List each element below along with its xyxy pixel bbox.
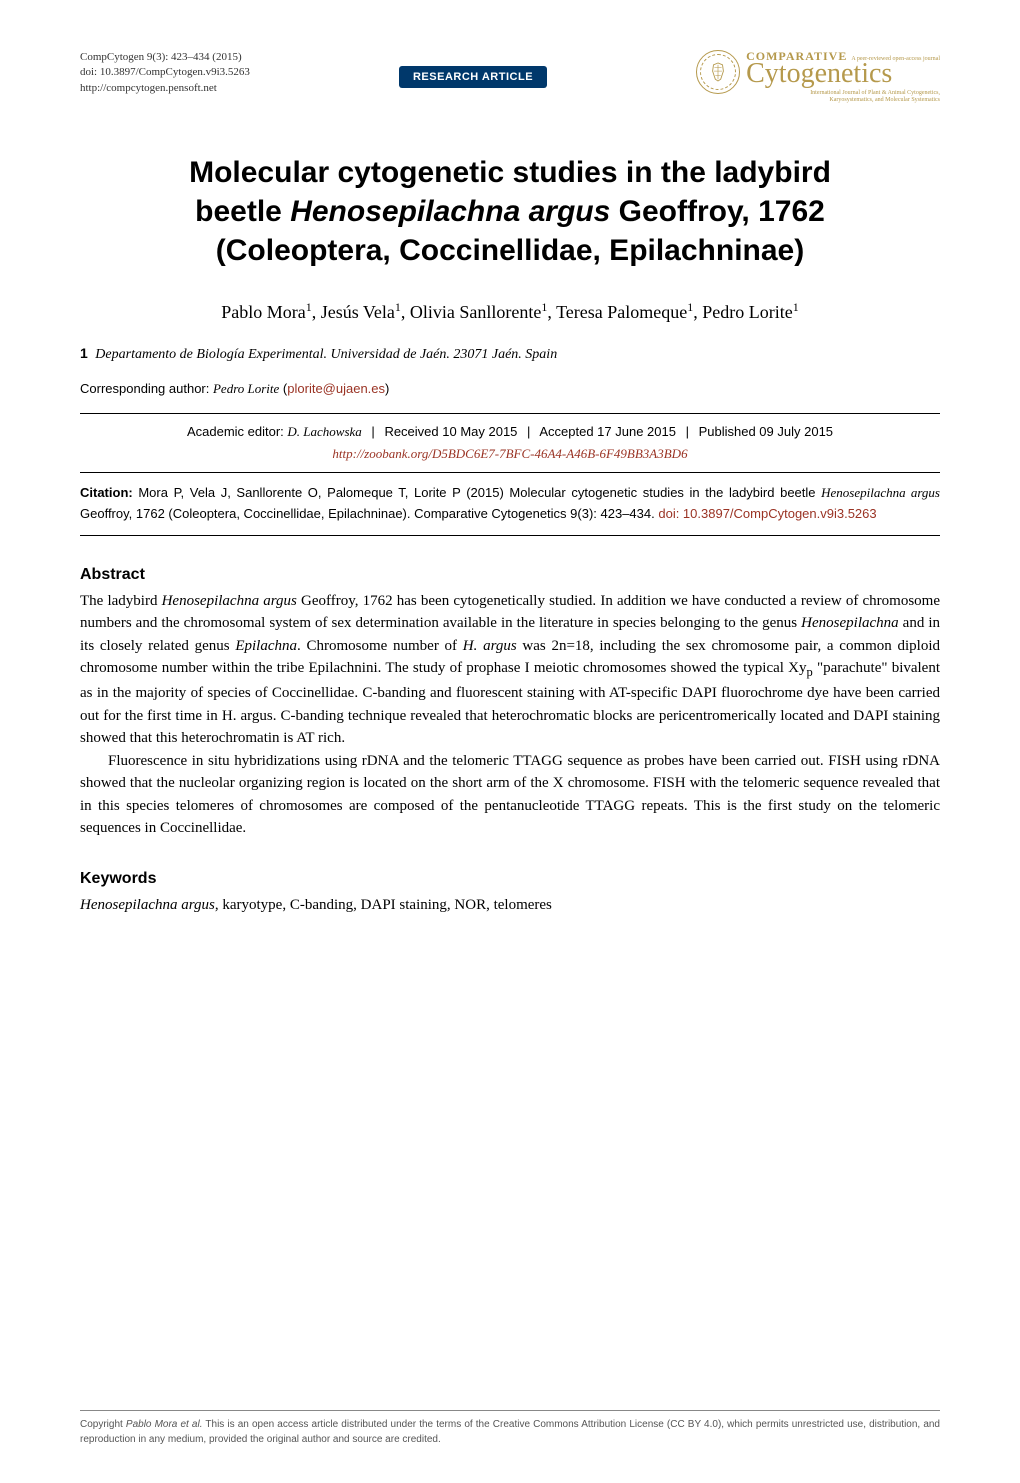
abstract-body: The ladybird Henosepilachna argus Geoffr… <box>80 590 940 840</box>
affiliation-number: 1 <box>80 345 88 361</box>
abstract-p2: Fluorescence in situ hybridizations usin… <box>80 750 940 840</box>
corresponding-author: Corresponding author: Pedro Lorite (plor… <box>80 381 940 397</box>
citation-doi[interactable]: doi: 10.3897/CompCytogen.v9i3.5263 <box>658 506 876 521</box>
citation-block: Citation: Mora P, Vela J, Sanllorente O,… <box>80 473 940 535</box>
header-meta: CompCytogen 9(3): 423–434 (2015) doi: 10… <box>80 50 250 96</box>
zoobank-link[interactable]: http://zoobank.org/D5BDC6E7-7BFC-46A4-A4… <box>80 446 940 472</box>
article-title: Molecular cytogenetic studies in the lad… <box>90 153 930 270</box>
corresponding-name: Pedro Lorite <box>213 381 279 396</box>
journal-subtitle: International Journal of Plant & Animal … <box>746 90 940 103</box>
journal-ref: CompCytogen 9(3): 423–434 (2015) <box>80 50 250 65</box>
research-article-badge: RESEARCH ARTICLE <box>399 66 547 88</box>
abstract-heading: Abstract <box>80 566 940 584</box>
header-row: CompCytogen 9(3): 423–434 (2015) doi: 10… <box>80 50 940 103</box>
author-list: Pablo Mora1, Jesús Vela1, Olivia Sanllor… <box>80 300 940 323</box>
editorial-dates: Academic editor: D. Lachowska | Received… <box>80 414 940 446</box>
affiliation: 1 Departamento de Biología Experimental.… <box>80 345 940 363</box>
copyright-footer: Copyright Pablo Mora et al. This is an o… <box>80 1410 940 1447</box>
abstract-p1: The ladybird Henosepilachna argus Geoffr… <box>80 590 940 750</box>
journal-text: COMPARATIVEA peer-reviewed open-access j… <box>746 50 940 103</box>
journal-logo-icon <box>696 50 740 94</box>
divider <box>80 535 940 536</box>
journal-brand: COMPARATIVEA peer-reviewed open-access j… <box>696 50 940 103</box>
affiliation-text: Departamento de Biología Experimental. U… <box>95 347 557 362</box>
copyright-text: Copyright Pablo Mora et al. This is an o… <box>80 1417 940 1447</box>
citation-label: Citation: <box>80 485 133 500</box>
keywords-body: Henosepilachna argus, karyotype, C-bandi… <box>80 894 940 917</box>
journal-name: Cytogenetics <box>746 60 940 88</box>
journal-url[interactable]: http://compcytogen.pensoft.net <box>80 81 250 96</box>
corresponding-email-link[interactable]: plorite@ujaen.es <box>287 381 385 396</box>
keywords-heading: Keywords <box>80 870 940 888</box>
doi-line: doi: 10.3897/CompCytogen.v9i3.5263 <box>80 65 250 80</box>
footer-divider <box>80 1410 940 1411</box>
